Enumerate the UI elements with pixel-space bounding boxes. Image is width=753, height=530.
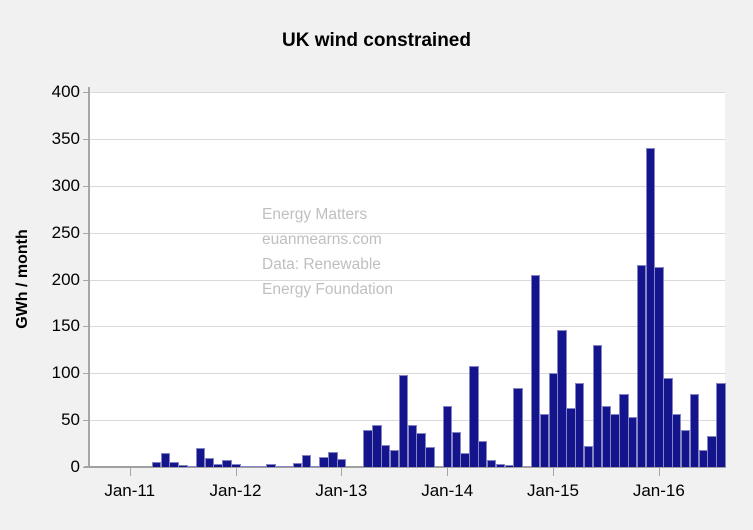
x-axis-tick-label: Jan-12 — [209, 481, 262, 500]
watermark-line: Data: Renewable — [262, 256, 381, 273]
y-axis-tick-label: 350 — [51, 128, 80, 148]
y-axis-tick — [83, 138, 89, 140]
bar — [398, 375, 409, 467]
watermark-line: Energy Matters — [262, 206, 368, 223]
watermark-line: euanmearns.com — [262, 231, 382, 248]
x-axis-tick-label: Jan-11 — [104, 481, 156, 500]
bar — [513, 388, 523, 467]
y-axis-tick — [83, 326, 89, 328]
bar — [231, 464, 241, 467]
bar — [222, 460, 232, 467]
y-axis-title: GWh / month — [14, 229, 31, 329]
bar — [716, 382, 726, 467]
x-axis-tick-label: Jan-13 — [315, 481, 368, 500]
y-axis-tick — [83, 185, 89, 187]
x-axis-tick — [341, 468, 343, 476]
y-axis-tick-label: 300 — [51, 175, 80, 195]
y-axis-tick-label: 0 — [70, 457, 80, 476]
y-axis-tick — [83, 232, 89, 234]
y-axis-tick — [83, 92, 89, 93]
y-axis-tick — [83, 373, 89, 375]
x-axis-tick — [129, 468, 131, 476]
y-axis-tick-label: 150 — [51, 316, 80, 336]
x-axis-tick — [235, 468, 237, 476]
bar — [451, 432, 461, 467]
x-axis-tick-label: Jan-16 — [632, 481, 685, 500]
bar — [336, 458, 347, 467]
y-axis-tick — [83, 467, 89, 468]
bar — [575, 382, 585, 467]
gridline — [90, 138, 725, 140]
bar — [469, 365, 479, 467]
bar — [266, 464, 276, 467]
bar — [654, 267, 664, 467]
x-axis-tick — [553, 468, 555, 476]
bar — [169, 462, 179, 467]
bar — [160, 452, 170, 467]
x-axis-tick-label: Jan-14 — [421, 481, 474, 500]
y-axis-tick — [83, 420, 89, 422]
y-axis-tick-label: 200 — [51, 269, 80, 289]
y-axis-line — [88, 87, 90, 467]
gridline — [90, 185, 725, 187]
bar — [301, 454, 312, 467]
bar — [425, 447, 435, 467]
x-axis-tick-label: Jan-15 — [527, 481, 579, 500]
x-axis-tick — [658, 468, 660, 476]
bar — [486, 459, 497, 467]
watermark-line: Energy Foundation — [262, 281, 393, 298]
y-axis-tick — [83, 279, 89, 281]
x-axis-line — [84, 466, 726, 468]
gridline — [90, 326, 725, 328]
bar — [557, 330, 567, 467]
bar — [689, 393, 700, 467]
plot-area: Energy Matters euanmearns.com Data: Rene… — [90, 92, 726, 467]
gridline — [90, 92, 725, 93]
bar — [530, 274, 541, 467]
y-axis-tick-label: 250 — [51, 222, 80, 242]
y-axis-tick-label: 50 — [61, 410, 80, 430]
bar — [204, 457, 215, 467]
bar — [478, 440, 488, 467]
y-axis-tick-label: 400 — [51, 82, 80, 101]
gridline — [90, 279, 725, 281]
watermark: Energy Matters euanmearns.com Data: Rene… — [262, 202, 393, 302]
gridline — [90, 232, 725, 234]
chart-title: UK wind constrained — [282, 30, 471, 51]
gridline — [90, 373, 725, 375]
x-axis-tick — [447, 468, 449, 476]
y-axis-tick-label: 100 — [51, 363, 80, 383]
